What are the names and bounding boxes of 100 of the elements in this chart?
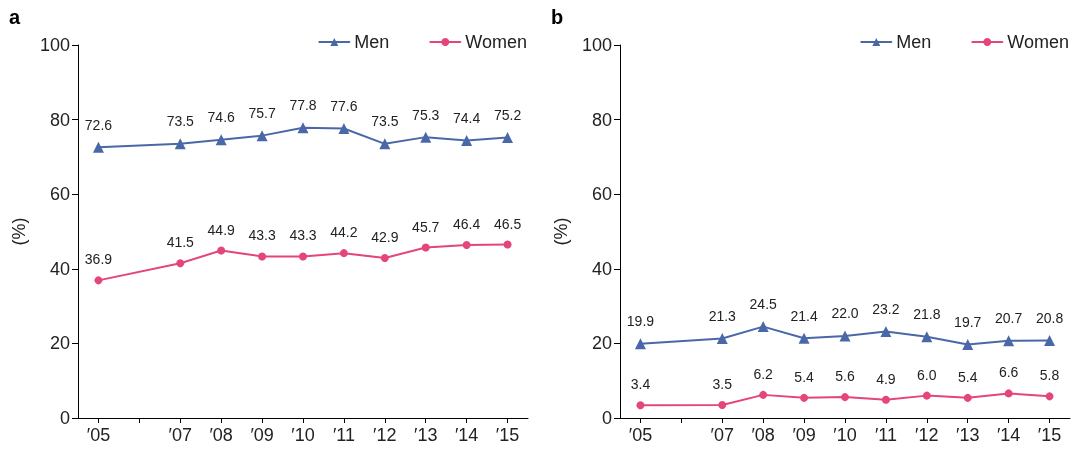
data-label: 46.4 (453, 215, 481, 232)
point (839, 330, 851, 342)
data-label: 20.7 (995, 310, 1023, 327)
data-label: 21.8 (913, 306, 941, 323)
data-label: 6.2 (753, 365, 774, 382)
y-tick-label: 20 (591, 333, 612, 354)
data-label: 74.4 (453, 109, 481, 126)
point (297, 122, 309, 134)
data-label: 42.9 (371, 228, 399, 245)
point (256, 130, 268, 142)
data-label: 3.4 (630, 376, 651, 393)
point (94, 276, 103, 285)
data-label: 6.0 (917, 366, 937, 383)
y-tick-label: 0 (59, 408, 70, 428)
point (962, 339, 974, 351)
data-label: 23.2 (872, 300, 900, 317)
x-tick-label: ′05 (628, 425, 653, 445)
x-tick-label: ′10 (833, 425, 857, 445)
point (881, 395, 890, 404)
point (841, 393, 849, 402)
y-tick-label: 100 (581, 35, 612, 55)
point (338, 123, 350, 135)
point (174, 138, 186, 150)
point (634, 338, 646, 350)
point (963, 393, 972, 402)
point (922, 391, 931, 400)
y-tick-label: 80 (49, 109, 70, 130)
data-label: 5.4 (957, 368, 978, 385)
y-tick-label: 40 (49, 258, 70, 279)
y-tick-label: 40 (591, 258, 612, 279)
data-label: 44.2 (330, 224, 358, 241)
x-tick-label: ′12 (373, 425, 397, 445)
data-label: 73.5 (371, 113, 399, 130)
x-tick-label: ′11 (332, 425, 355, 445)
x-tick-label: ′13 (414, 425, 438, 445)
y-tick-label: 60 (591, 184, 612, 205)
x-tick-label: ′07 (168, 425, 192, 445)
point (757, 321, 769, 333)
x-tick-label: ′08 (751, 425, 775, 445)
point (921, 331, 933, 343)
y-tick-label: 20 (49, 333, 70, 354)
data-label: 5.4 (794, 368, 815, 385)
y-tick-label: 80 (591, 109, 612, 130)
x-tick-label: ′07 (710, 425, 734, 445)
data-label: 75.3 (412, 106, 440, 123)
data-label: 43.3 (248, 227, 276, 244)
data-label: 24.5 (749, 296, 778, 313)
x-tick-label: ′15 (1037, 425, 1062, 445)
data-label: 19.9 (626, 313, 655, 330)
point (718, 400, 727, 409)
point (636, 401, 645, 410)
point (421, 243, 430, 252)
point (420, 131, 432, 143)
legend-label: Women (1007, 32, 1070, 52)
point (1004, 389, 1013, 398)
data-label: 6.6 (998, 364, 1019, 381)
x-tick-label: ′08 (209, 425, 233, 445)
legend-label: Men (354, 32, 390, 52)
point (1003, 335, 1015, 347)
point (217, 246, 226, 255)
chart-title: a (9, 6, 21, 28)
point (215, 134, 227, 146)
y-axis-title: (%) (551, 217, 571, 246)
x-tick-label: ′11 (874, 425, 897, 445)
data-label: 44.9 (207, 221, 236, 238)
point (339, 249, 348, 258)
data-label: 19.7 (954, 314, 982, 331)
x-tick-label: ′10 (291, 425, 315, 445)
y-axis-title: (%) (9, 217, 29, 246)
data-label: 22.0 (831, 305, 859, 322)
data-label: 20.8 (1035, 309, 1064, 326)
data-label: 46.5 (493, 215, 522, 232)
y-tick-label: 60 (49, 184, 70, 205)
point (716, 333, 728, 345)
x-tick-label: ′12 (915, 425, 939, 445)
x-tick-label: ′09 (250, 425, 274, 445)
x-tick-label: ′13 (956, 425, 980, 445)
point (1044, 334, 1056, 346)
data-label: 45.7 (412, 218, 440, 235)
x-tick-label: ′15 (495, 425, 520, 445)
y-tick-label: 100 (39, 35, 70, 55)
point (176, 259, 185, 268)
legend-label: Women (465, 32, 528, 52)
data-label: 3.5 (712, 375, 733, 392)
point (379, 138, 391, 150)
data-label: 75.2 (493, 107, 522, 123)
point (800, 393, 809, 402)
data-label: 77.6 (330, 98, 358, 115)
data-label: 43.3 (289, 227, 317, 244)
point (503, 240, 512, 249)
point (92, 141, 104, 153)
point (759, 390, 768, 399)
point (380, 253, 389, 262)
point (258, 252, 267, 261)
x-tick-label: ′09 (792, 425, 816, 445)
point (299, 252, 307, 261)
point (1045, 392, 1054, 401)
x-tick-label: ′05 (86, 425, 111, 445)
point (880, 325, 892, 337)
data-label: 41.5 (166, 234, 195, 251)
